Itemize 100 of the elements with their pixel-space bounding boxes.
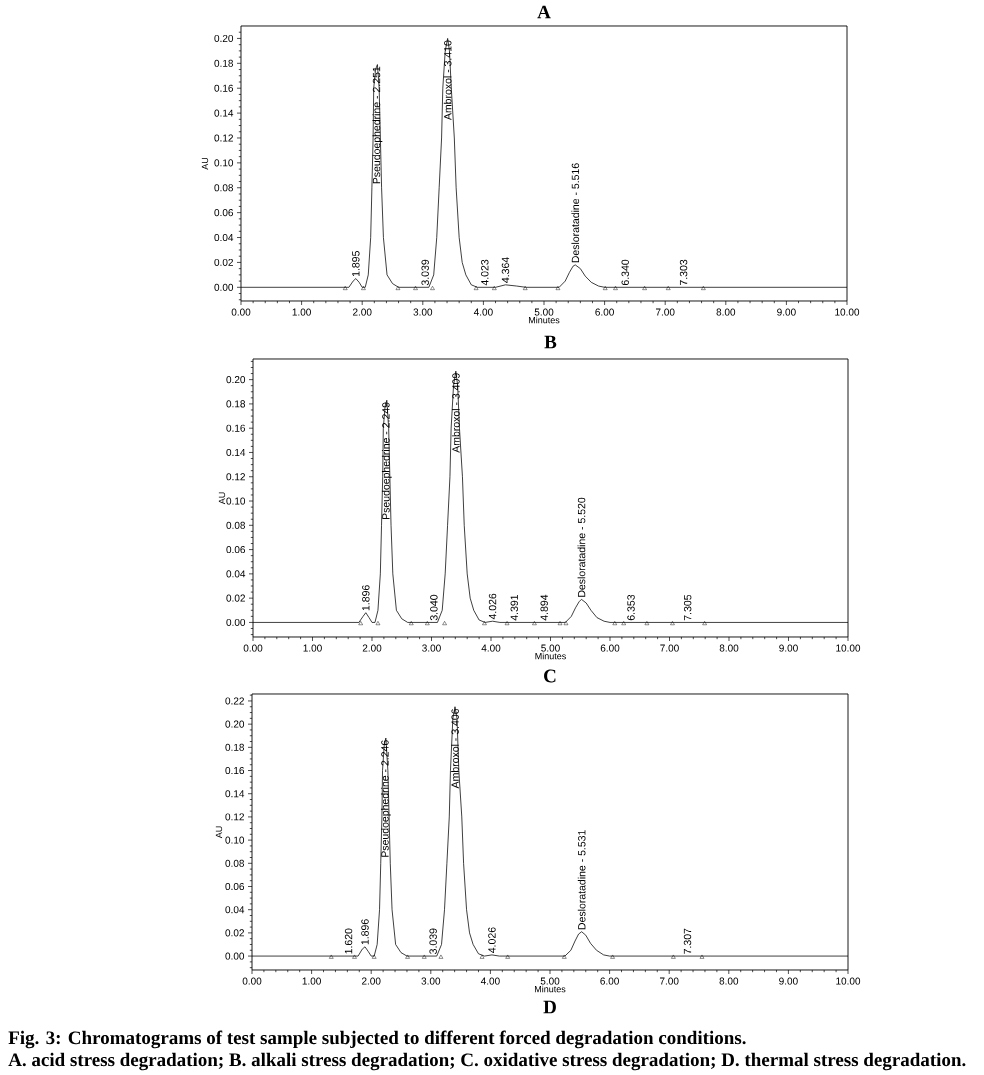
y-tick-label: 0.10 (225, 836, 245, 844)
annotation: 6.340 (621, 259, 629, 286)
y-tick-label: 0.12 (226, 473, 245, 481)
annotation: 7.307 (683, 928, 692, 954)
annotation: 1.896 (361, 919, 369, 945)
annotation: Pseudoephedrine - 2.249 (381, 402, 392, 520)
x-tick-label: 10.00 (835, 308, 860, 316)
annotation: Ambroxol - 3.410 (443, 40, 452, 121)
annotation: Ambroxol - 3.409 (451, 373, 460, 453)
x-tick-label: 1.00 (302, 977, 321, 985)
annotation: Pseudoephedrine - 2.251 (372, 66, 383, 184)
x-tick-label: 3.00 (421, 977, 441, 985)
x-tick-label: 8.00 (719, 644, 739, 652)
x-tick-label: 3.00 (422, 644, 441, 652)
x-tick-label: 3.00 (413, 308, 433, 316)
annotation: 1.896 (362, 585, 370, 611)
y-tick-label: 0.04 (226, 570, 246, 578)
y-tick-label: 0.02 (214, 258, 233, 266)
y-tick-label: 0.20 (226, 376, 246, 384)
x-tick-label: 1.00 (303, 644, 322, 652)
annotation: Desloratadine - 5.520 (577, 497, 586, 597)
y-axis-title: AU (201, 157, 209, 170)
y-tick-label: 0.22 (225, 697, 244, 705)
y-tick-label: 0.16 (225, 766, 245, 775)
x-tick-label: 7.00 (660, 644, 679, 652)
annotation: 3.039 (429, 928, 437, 954)
y-tick-label: 0.06 (225, 882, 245, 891)
annotation: 4.364 (501, 257, 510, 283)
y-tick-label: 0.02 (225, 929, 244, 937)
y-tick-label: 0.20 (214, 34, 234, 42)
annotation: 7.303 (679, 259, 688, 286)
x-tick-label: 7.00 (659, 977, 679, 985)
y-tick-label: 0.10 (214, 159, 234, 167)
y-tick-label: 0.10 (226, 497, 246, 505)
y-tick-label: 0.14 (225, 790, 245, 798)
y-tick-label: 0.08 (226, 521, 246, 529)
annotation: Desloratadine - 5.531 (577, 830, 586, 930)
y-tick-label: 0.00 (226, 618, 246, 626)
y-tick-label: 0.04 (225, 906, 245, 914)
x-tick-label: 0.00 (231, 308, 251, 316)
x-tick-label: 4.00 (473, 308, 493, 316)
x-axis-title: Minutes (535, 652, 566, 660)
y-tick-label: 0.06 (214, 209, 234, 217)
y-tick-label: 0.18 (214, 59, 234, 67)
y-tick-label: 0.04 (214, 233, 234, 242)
y-tick-label: 0.20 (225, 720, 245, 728)
chart-title: A (537, 5, 551, 19)
caption: Fig. 3: Chromatograms of test sample subjected to different forced degradation conditions. (8, 1030, 746, 1049)
x-tick-label: 4.00 (481, 644, 501, 652)
annotation: 3.040 (430, 594, 438, 621)
x-tick-label: 5.00 (540, 977, 560, 985)
x-tick-label: 10.00 (836, 644, 861, 652)
y-tick-label: 0.14 (214, 109, 234, 117)
annotation: Ambroxol - 3.406 (451, 708, 459, 789)
annotation: 1.895 (352, 251, 360, 277)
x-tick-label: 0.00 (242, 977, 262, 985)
y-tick-label: 0.08 (225, 859, 245, 867)
text: D (543, 1000, 556, 1014)
x-tick-label: 4.00 (480, 977, 500, 985)
x-tick-label: 5.00 (541, 644, 560, 652)
x-tick-label: 2.00 (362, 644, 382, 652)
x-tick-label: 2.00 (352, 308, 372, 316)
x-tick-label: 6.00 (600, 977, 619, 985)
y-tick-label: 0.02 (226, 594, 245, 602)
x-tick-label: 7.00 (655, 308, 675, 316)
y-axis-title: AU (215, 826, 223, 839)
x-tick-label: 9.00 (779, 977, 798, 985)
annotation: 4.023 (481, 259, 489, 286)
chart-title: B (544, 335, 557, 349)
annotation: 1.620 (344, 928, 353, 954)
x-axis-title: Minutes (528, 316, 560, 324)
x-tick-label: 8.00 (719, 977, 739, 985)
y-axis-title: AU (218, 492, 226, 505)
annotation: 4.026 (488, 593, 497, 620)
chart-title: C (544, 669, 556, 683)
annotation: 3.039 (421, 259, 429, 286)
x-tick-label: 2.00 (361, 977, 381, 985)
y-tick-label: 0.18 (225, 743, 245, 751)
y-tick-label: 0.14 (226, 448, 246, 456)
x-tick-label: 9.00 (779, 644, 798, 652)
y-tick-label: 0.00 (225, 952, 245, 960)
annotation: 4.894 (540, 594, 548, 621)
y-tick-label: 0.06 (226, 546, 246, 554)
annotation: 6.353 (627, 594, 635, 621)
text: A. acid stress degradation; B. alkali stress degradation; C. oxidative stress degradation; D. thermal stress degradation. (8, 1052, 966, 1071)
annotation: Pseudoephedrine - 2.246 (380, 740, 391, 857)
y-tick-label: 0.16 (226, 424, 246, 432)
y-tick-label: 0.12 (225, 813, 244, 821)
x-tick-label: 10.00 (836, 977, 861, 985)
x-tick-label: 0.00 (243, 644, 263, 652)
x-axis-title: Minutes (534, 985, 566, 993)
annotation: 7.305 (683, 594, 692, 621)
y-tick-label: 0.12 (214, 134, 233, 142)
annotation: 4.026 (488, 927, 496, 953)
x-tick-label: 6.00 (595, 308, 614, 316)
y-tick-label: 0.18 (226, 400, 246, 408)
x-tick-label: 5.00 (534, 308, 554, 316)
x-tick-label: 6.00 (600, 644, 620, 652)
y-tick-label: 0.16 (214, 84, 234, 92)
y-tick-label: 0.08 (214, 184, 234, 192)
